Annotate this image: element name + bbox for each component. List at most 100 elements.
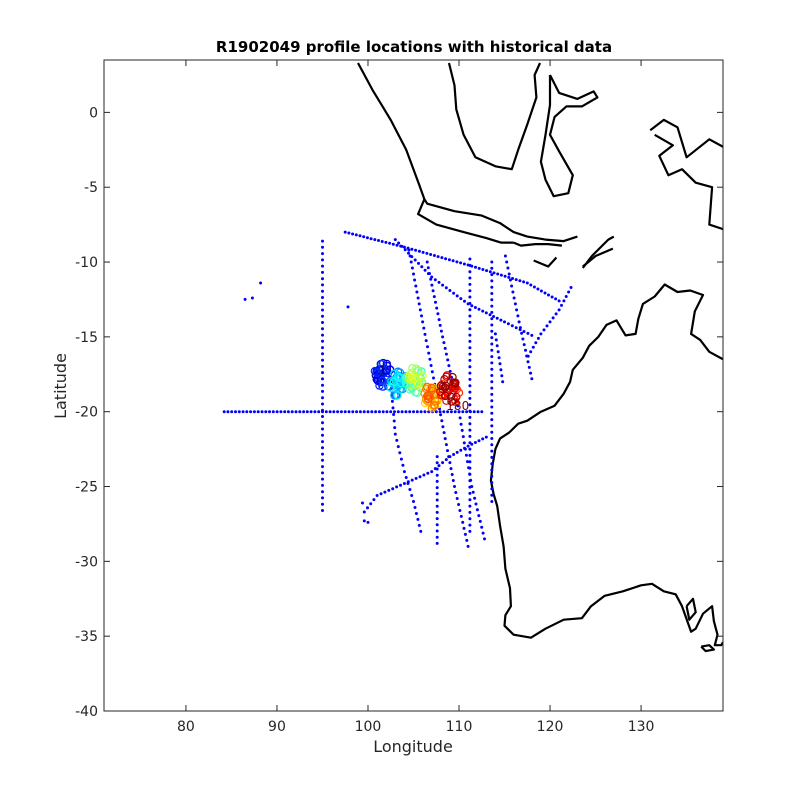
y-tick-label: -10: [75, 255, 98, 271]
historical-point: [560, 303, 563, 307]
historical-point: [343, 230, 347, 234]
y-tick-label: -5: [84, 180, 98, 196]
historical-point: [442, 431, 446, 435]
historical-point: [391, 242, 395, 246]
historical-point: [468, 276, 472, 280]
historical-point: [370, 410, 374, 414]
historical-point: [490, 493, 494, 497]
historical-point: [321, 446, 324, 450]
historical-point: [435, 467, 439, 471]
historical-point: [393, 410, 396, 414]
historical-point: [437, 280, 441, 284]
historical-point: [421, 320, 425, 324]
historical-point: [435, 492, 439, 496]
historical-point: [503, 320, 506, 324]
historical-point: [259, 281, 263, 285]
historical-point: [462, 526, 466, 530]
historical-point: [490, 336, 494, 340]
historical-point: [547, 293, 550, 297]
historical-point: [397, 241, 401, 245]
historical-point: [490, 298, 494, 302]
profile-marker: [440, 391, 450, 400]
y-tick-label: 0: [89, 105, 98, 121]
historical-point: [442, 410, 446, 414]
historical-point: [404, 410, 408, 414]
historical-point: [369, 237, 373, 241]
historical-point: [490, 462, 494, 466]
profile-marker: [386, 383, 395, 393]
historical-point: [490, 323, 494, 327]
historical-point: [468, 428, 472, 432]
profile-marker: [427, 383, 437, 393]
profile-marker: [372, 368, 382, 378]
historical-point: [490, 342, 494, 346]
historical-point: [283, 410, 287, 414]
historical-point: [468, 460, 472, 464]
historical-point: [480, 410, 484, 414]
historical-point: [490, 279, 494, 283]
historical-point: [468, 466, 472, 470]
profile-marker: [424, 394, 433, 404]
x-tick-label: 80: [177, 719, 195, 735]
historical-point: [428, 272, 431, 275]
y-tick-label: -40: [75, 704, 98, 720]
historical-point: [435, 541, 439, 545]
historical-point: [321, 352, 324, 356]
historical-point: [450, 473, 454, 476]
profile-marker: [383, 369, 393, 378]
historical-point: [488, 270, 492, 274]
historical-point: [243, 297, 247, 301]
historical-point: [388, 241, 392, 245]
historical-point: [496, 272, 500, 276]
historical-point: [468, 295, 472, 299]
historical-point: [309, 410, 313, 414]
historical-point: [321, 289, 324, 293]
historical-point: [490, 392, 494, 396]
coastline-segment: [447, 62, 542, 171]
historical-point: [474, 502, 478, 506]
historical-point: [234, 410, 237, 414]
historical-point: [427, 351, 431, 355]
historical-point: [434, 410, 438, 414]
historical-point: [321, 239, 324, 243]
historical-point: [468, 447, 472, 451]
profile-marker: [377, 359, 386, 369]
historical-point: [343, 410, 347, 414]
historical-point: [468, 523, 472, 527]
historical-point: [459, 261, 463, 265]
coastline-segment: [654, 133, 723, 231]
historical-point: [420, 265, 424, 269]
historical-point: [362, 510, 366, 514]
historical-point: [471, 490, 475, 494]
y-tick-label: -15: [75, 330, 98, 346]
historical-point: [407, 248, 411, 252]
historical-point: [377, 410, 381, 414]
historical-point: [439, 329, 443, 333]
historical-point: [321, 509, 324, 512]
historical-point: [444, 352, 448, 356]
historical-point: [468, 453, 472, 457]
historical-point: [468, 415, 472, 419]
historical-point: [468, 257, 472, 261]
historical-point: [298, 410, 302, 414]
historical-point: [506, 322, 510, 326]
historical-point: [443, 346, 447, 350]
historical-point: [428, 357, 432, 361]
historical-point: [554, 297, 558, 301]
historical-point: [417, 523, 421, 527]
historical-point: [473, 496, 477, 500]
historical-point: [324, 410, 328, 414]
historical-point: [392, 413, 396, 416]
historical-point: [410, 266, 414, 270]
historical-point: [511, 290, 515, 294]
historical-point: [408, 254, 412, 258]
historical-point: [468, 301, 472, 305]
historical-point: [490, 310, 494, 314]
historical-point: [468, 504, 472, 508]
historical-point: [444, 286, 448, 290]
historical-point: [442, 341, 446, 345]
historical-point: [476, 410, 480, 414]
historical-point: [458, 416, 462, 420]
historical-point: [347, 410, 351, 414]
historical-point: [435, 529, 439, 533]
